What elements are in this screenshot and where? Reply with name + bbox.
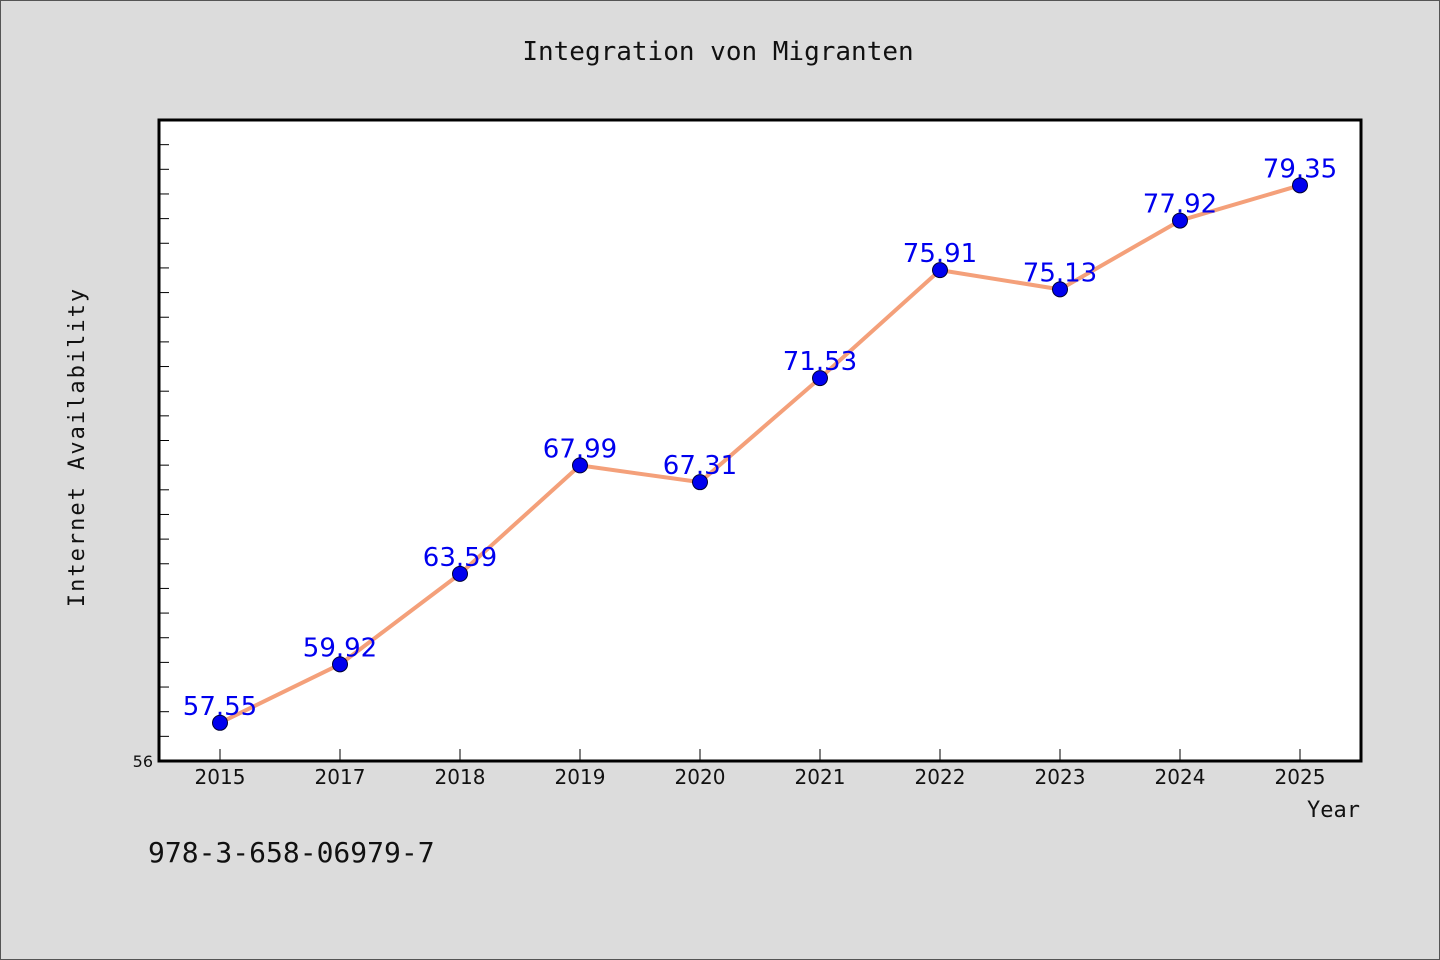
data-label: 77.92 [1143,190,1217,220]
data-label: 75.13 [1023,258,1097,288]
x-axis-ticks: 2015 2017 2018 2019 2020 2021 2022 2023 2024 2025 [195,749,1326,789]
x-tick-label: 2025 [1275,765,1326,789]
data-point [692,474,708,491]
data-label: 71.53 [783,347,857,377]
y-axis-ticks: 56 [133,144,169,771]
x-axis-label: Year [1307,798,1360,823]
data-label: 67.31 [663,451,737,481]
data-point [572,457,588,474]
x-tick-label: 2019 [555,765,606,789]
data-point [452,565,468,582]
plot-area [157,118,1363,763]
x-tick-label: 2017 [315,765,366,789]
x-tick-label: 2022 [915,765,966,789]
series-layer: 57.55 59.92 63.59 67.99 67.31 71.53 75.91 75.13… [183,154,1337,731]
isbn-text: 978-3-658-06979-7 [148,836,435,869]
x-tick-label: 2023 [1035,765,1086,789]
data-label: 79.35 [1263,154,1337,184]
data-point [332,656,348,673]
x-tick-label: 2018 [435,765,486,789]
y-axis-label: Internet Availability [65,287,90,607]
data-point [812,370,828,387]
data-label: 63.59 [423,543,497,573]
data-label: 67.99 [543,434,617,464]
chart-title: Integration von Migranten [522,37,913,67]
x-tick-label: 2024 [1155,765,1206,789]
data-label: 59.92 [303,633,377,663]
data-label: 57.55 [183,692,257,722]
x-tick-label: 2020 [675,765,726,789]
data-point [1172,212,1188,229]
data-point [932,262,948,279]
y-tick-label: 56 [133,752,153,771]
series-line [219,183,1301,725]
data-point [1292,177,1308,194]
x-tick-label: 2021 [795,765,846,789]
data-point [212,714,228,731]
data-point [1052,281,1068,298]
x-tick-label: 2015 [195,765,246,789]
data-label: 75.91 [903,239,977,269]
